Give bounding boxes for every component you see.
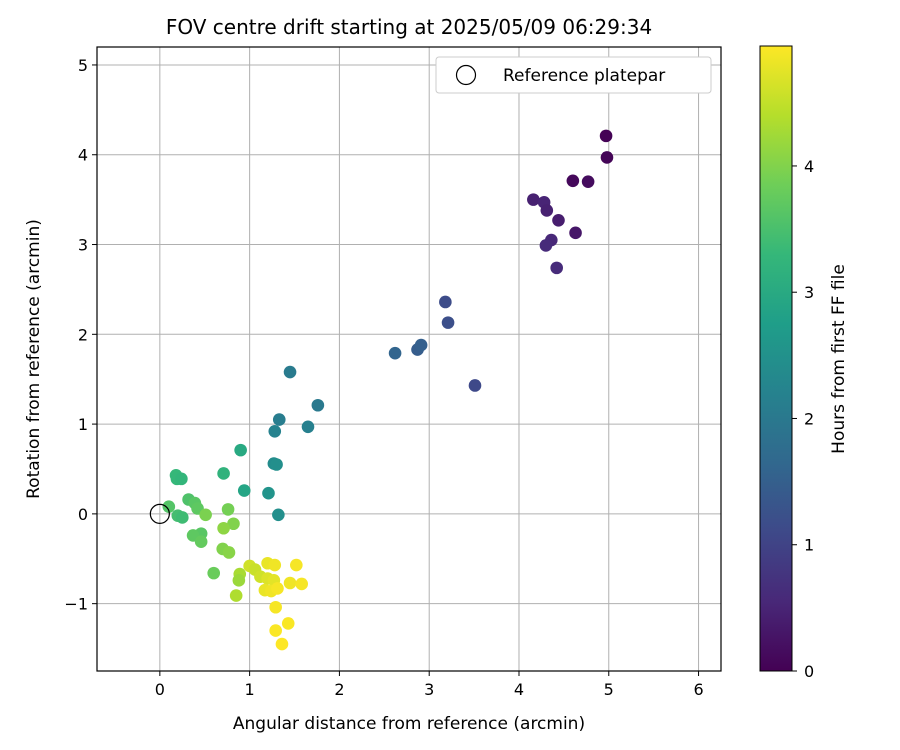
data-point (217, 467, 230, 480)
colorbar-tick-label: 3 (804, 283, 814, 302)
colorbar-tick-label: 2 (804, 409, 814, 428)
data-point (527, 193, 540, 206)
data-point (194, 535, 208, 549)
y-tick-label: 0 (78, 505, 88, 524)
data-point (162, 500, 176, 513)
data-point (295, 577, 309, 591)
y-tick-label: 1 (78, 415, 88, 434)
legend-marker-icon (455, 64, 477, 86)
data-point (229, 589, 243, 602)
y-axis-label: Rotation from reference (arcmin) (24, 219, 44, 499)
x-tick-label: 3 (424, 680, 434, 699)
data-point (269, 600, 282, 614)
x-tick-label: 1 (245, 680, 255, 699)
data-point (221, 503, 235, 516)
chart-title: FOV centre drift starting at 2025/05/09 … (166, 15, 652, 39)
y-tick-label: 5 (78, 56, 88, 75)
data-point (175, 511, 189, 524)
data-point (311, 398, 325, 412)
data-point (600, 151, 614, 164)
data-point (281, 617, 295, 630)
data-point (268, 424, 282, 438)
colorbar-ticks: 0 1 2 3 4 (792, 157, 814, 681)
data-point (290, 558, 303, 572)
x-tick-label: 6 (693, 680, 703, 699)
data-point (232, 574, 246, 587)
scatter-points (162, 129, 614, 651)
y-tick-label: 3 (78, 236, 88, 255)
data-point (272, 508, 285, 522)
data-point (222, 546, 236, 559)
data-point (550, 261, 563, 275)
colorbar-tick-label: 4 (804, 157, 814, 176)
reference-platepar-marker (149, 503, 170, 524)
data-point (388, 346, 402, 360)
data-point (540, 204, 554, 217)
colorbar-label: Hours from first FF file (829, 264, 849, 454)
data-point (199, 508, 212, 522)
legend-box (435, 56, 712, 94)
data-point (468, 379, 482, 392)
data-point (272, 413, 286, 426)
colorbar (759, 45, 793, 672)
data-point (441, 316, 455, 329)
data-point (301, 420, 315, 434)
y-tick-label: −1 (64, 595, 88, 614)
data-point (539, 239, 553, 252)
data-point (268, 558, 282, 572)
data-point (217, 521, 230, 535)
data-point (283, 576, 297, 590)
data-point (439, 295, 452, 309)
x-axis-label: Angular distance from reference (arcmin) (233, 714, 585, 734)
y-tick-label: 2 (78, 325, 88, 344)
data-point (227, 517, 240, 531)
colorbar-tick-label: 0 (804, 662, 814, 681)
data-point (207, 566, 221, 580)
data-point (414, 338, 428, 352)
x-axis-ticks: 0 1 2 3 4 5 6 (155, 671, 704, 699)
data-point (275, 637, 289, 651)
grid (97, 47, 721, 671)
x-tick-label: 0 (155, 680, 165, 699)
data-point (569, 226, 582, 240)
data-point (599, 129, 613, 143)
plot-frame (96, 46, 722, 672)
y-tick-label: 4 (78, 146, 88, 165)
data-point (581, 175, 595, 188)
data-point (237, 484, 251, 497)
x-tick-label: 5 (604, 680, 614, 699)
data-point (262, 486, 275, 500)
legend-label: Reference platepar (503, 66, 665, 86)
x-tick-label: 2 (334, 680, 344, 699)
data-point (269, 624, 282, 637)
data-point (175, 472, 188, 486)
data-point (270, 458, 283, 471)
y-axis-ticks: −1 0 1 2 3 4 5 (64, 56, 97, 614)
data-point (271, 582, 284, 595)
data-point (234, 443, 247, 457)
colorbar-tick-label: 1 (804, 536, 814, 555)
data-point (283, 365, 297, 379)
legend: Reference platepar (435, 56, 712, 94)
data-point (566, 174, 580, 188)
x-tick-label: 4 (514, 680, 524, 699)
data-point (552, 213, 565, 227)
reference-marker (149, 503, 170, 524)
